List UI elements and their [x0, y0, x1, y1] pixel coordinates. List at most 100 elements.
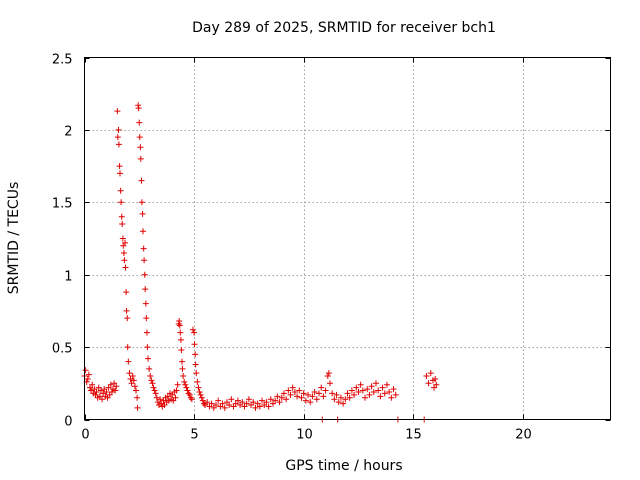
- data-point: [307, 399, 314, 406]
- data-point: [129, 373, 136, 380]
- data-point: [355, 388, 362, 395]
- data-point: [126, 370, 133, 377]
- data-point: [179, 358, 186, 365]
- data-point: [342, 396, 349, 403]
- data-point: [267, 396, 274, 403]
- data-point: [136, 119, 143, 126]
- y-axis-title: SRMTID / TECUs: [6, 182, 22, 295]
- data-point: [189, 326, 196, 333]
- x-tick-label: 15: [405, 428, 422, 443]
- data-point: [84, 375, 91, 382]
- data-point: [114, 134, 121, 141]
- data-point: [157, 396, 164, 403]
- y-tick-label: 0: [64, 415, 72, 430]
- data-point: [298, 394, 305, 401]
- data-point: [114, 108, 121, 115]
- data-point: [322, 387, 329, 394]
- data-point: [331, 396, 338, 403]
- data-point: [213, 402, 219, 409]
- data-point: [124, 344, 131, 351]
- data-point: [289, 384, 296, 391]
- data-point: [199, 397, 206, 404]
- data-point: [103, 388, 110, 395]
- data-point: [82, 367, 89, 374]
- data-point: [215, 397, 222, 404]
- data-point: [337, 394, 344, 401]
- data-points: [81, 102, 440, 423]
- data-point: [309, 393, 316, 400]
- data-point: [138, 199, 145, 206]
- data-point: [181, 378, 188, 385]
- data-point: [318, 384, 325, 391]
- data-point: [147, 373, 154, 380]
- data-point: [280, 390, 287, 397]
- grid: [84, 57, 611, 420]
- data-point: [177, 329, 184, 336]
- data-point: [150, 384, 157, 391]
- data-point: [274, 393, 281, 400]
- data-point: [123, 289, 130, 296]
- y-tick-label: 1: [64, 270, 72, 285]
- data-point: [300, 390, 307, 397]
- data-point: [234, 397, 241, 404]
- data-point: [176, 318, 183, 325]
- plot-frame: [84, 57, 611, 420]
- data-point: [119, 235, 126, 242]
- data-point: [115, 141, 122, 148]
- data-point: [183, 384, 190, 391]
- data-point: [112, 387, 119, 394]
- data-point: [113, 383, 120, 390]
- data-point: [325, 370, 332, 377]
- data-point: [278, 394, 285, 401]
- data-point: [200, 400, 207, 407]
- data-point: [296, 387, 303, 394]
- data-point: [116, 163, 123, 170]
- data-point: [320, 393, 327, 400]
- data-point: [108, 388, 115, 395]
- data-point: [143, 315, 150, 322]
- data-point: [196, 388, 203, 395]
- data-point: [182, 381, 189, 388]
- data-point: [423, 373, 430, 380]
- data-point: [188, 396, 195, 403]
- data-point: [372, 380, 379, 387]
- data-point: [291, 388, 298, 395]
- data-point: [134, 404, 141, 411]
- data-point: [142, 300, 149, 307]
- data-point: [117, 170, 124, 177]
- data-point: [193, 370, 200, 377]
- data-point: [359, 387, 366, 394]
- data-point: [197, 391, 204, 398]
- data-point: [346, 394, 353, 401]
- data-point: [427, 370, 434, 377]
- data-point: [245, 396, 252, 403]
- y-tick-label: 0.5: [52, 342, 73, 357]
- data-point: [379, 384, 386, 391]
- data-point: [180, 373, 187, 380]
- data-point: [392, 391, 399, 398]
- data-point: [142, 286, 149, 293]
- data-point: [130, 377, 137, 384]
- data-point: [176, 322, 183, 329]
- data-point: [362, 394, 369, 401]
- data-point: [143, 329, 150, 336]
- data-point: [368, 383, 375, 390]
- data-point: [137, 144, 144, 151]
- data-point: [302, 397, 309, 404]
- data-point: [140, 228, 147, 235]
- data-point: [194, 378, 201, 385]
- data-point: [131, 383, 138, 390]
- data-point: [121, 257, 128, 264]
- data-point: [89, 381, 96, 388]
- data-point: [184, 387, 191, 394]
- x-tick-label: 5: [190, 428, 198, 443]
- data-point: [135, 105, 142, 112]
- data-point: [177, 336, 184, 343]
- data-point: [326, 380, 333, 387]
- data-point: [377, 393, 384, 400]
- data-point: [192, 351, 199, 358]
- data-point: [305, 391, 312, 398]
- data-point: [433, 381, 440, 388]
- data-point: [219, 400, 226, 407]
